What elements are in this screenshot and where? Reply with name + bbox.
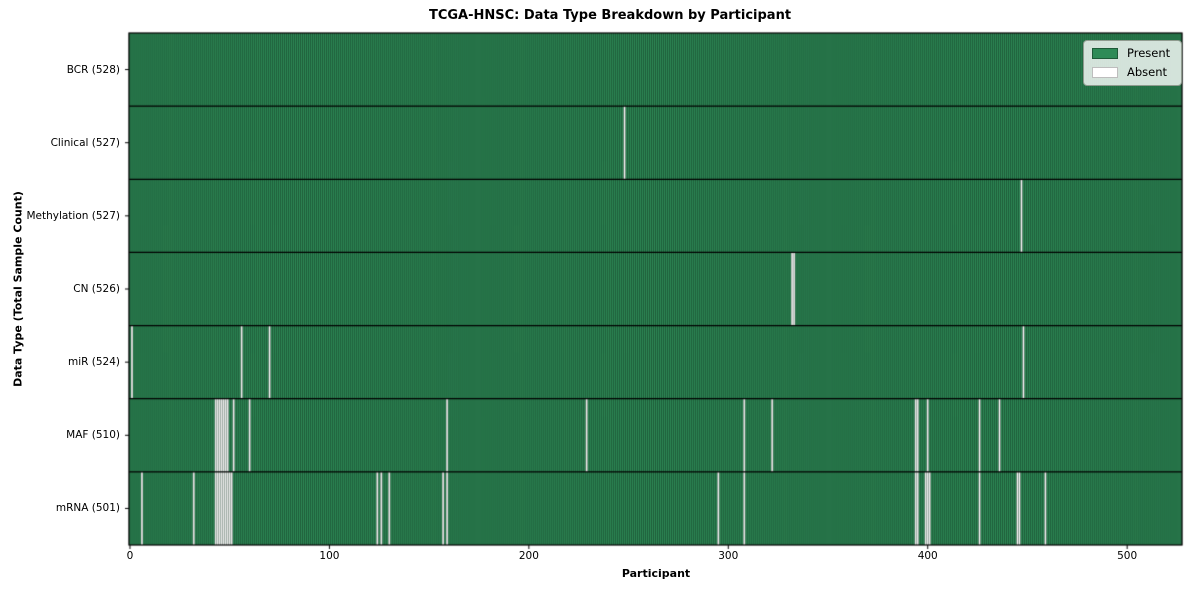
chart-title: TCGA-HNSC: Data Type Breakdown by Partic…	[428, 8, 792, 23]
legend-label-absent: Absent	[1127, 65, 1168, 79]
legend-entry-absent: Absent	[1092, 66, 1170, 79]
x-tick-label-400: 400	[917, 550, 938, 562]
x-tick-label-200: 200	[518, 550, 539, 562]
y-tick-label-clinical: Clinical (527)	[50, 136, 120, 149]
y-tick-label-mrna: mRNA (501)	[55, 502, 120, 515]
x-tick-label-100: 100	[319, 550, 340, 562]
y-tick-label-bcr: BCR (528)	[66, 63, 120, 76]
legend-label-present: Present	[1127, 46, 1171, 60]
present-swatch	[1092, 48, 1118, 59]
y-tick-label-mir: miR (524)	[67, 356, 120, 369]
absent-swatch	[1092, 67, 1118, 78]
y-tick-label-methylation: Methylation (527)	[26, 209, 120, 222]
x-axis-label: Participant	[621, 567, 691, 580]
x-tick-label-300: 300	[718, 550, 739, 562]
y-tick-label-cn: CN (526)	[73, 283, 120, 295]
y-tick-label-maf: MAF (510)	[66, 429, 120, 442]
legend: Present Absent	[1083, 40, 1183, 86]
x-tick-label-500: 500	[1117, 550, 1138, 562]
legend-entry-present: Present	[1092, 47, 1170, 60]
x-tick-label-0: 0	[126, 550, 134, 562]
